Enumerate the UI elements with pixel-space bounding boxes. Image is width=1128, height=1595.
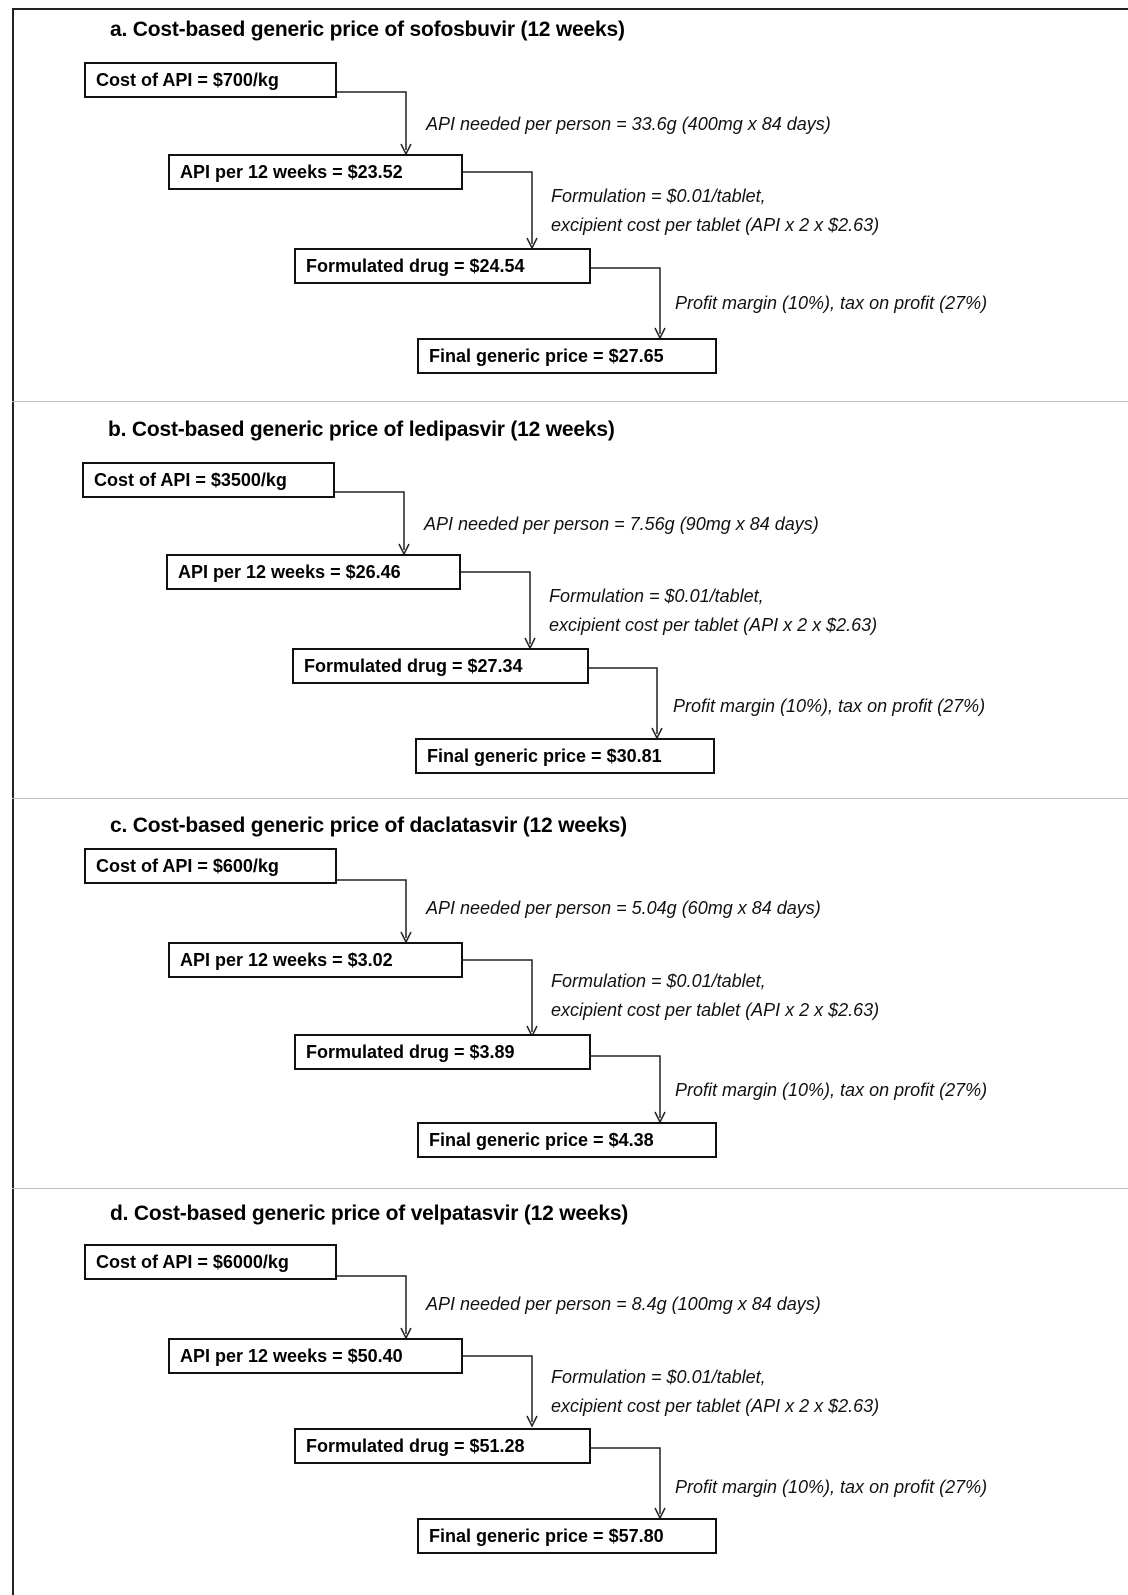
cost-of-api-box: Cost of API = $700/kg bbox=[84, 62, 337, 98]
panel-daclatasvir: c. Cost-based generic price of daclatasv… bbox=[0, 800, 1128, 1188]
arrowhead bbox=[526, 1415, 538, 1428]
connector-api-to-formulated bbox=[462, 171, 533, 244]
formulated-drug-box: Formulated drug = $3.89 bbox=[294, 1034, 591, 1070]
api-needed-note: API needed per person = 7.56g (90mg x 84… bbox=[424, 514, 819, 534]
profit-margin-note: Profit margin (10%), tax on profit (27%) bbox=[675, 1080, 988, 1100]
final-generic-price-box: Final generic price = $30.81 bbox=[415, 738, 715, 774]
arrowhead bbox=[654, 327, 666, 340]
formulation-note: Formulation = $0.01/tablet, bbox=[551, 186, 766, 206]
connector-cost-to-api bbox=[336, 879, 407, 938]
formulated-drug-box: Formulated drug = $51.28 bbox=[294, 1428, 591, 1464]
cost-of-api-box: Cost of API = $600/kg bbox=[84, 848, 337, 884]
connector-cost-to-api bbox=[334, 491, 405, 550]
connector-formulated-to-final bbox=[588, 667, 658, 734]
panel-velpatasvir: d. Cost-based generic price of velpatasv… bbox=[0, 1190, 1128, 1595]
cost-of-api-box: Cost of API = $3500/kg bbox=[82, 462, 335, 498]
arrowhead bbox=[654, 1111, 666, 1124]
connector-cost-to-api bbox=[336, 91, 407, 150]
panel-title: c. Cost-based generic price of daclatasv… bbox=[110, 814, 627, 837]
arrowhead bbox=[524, 637, 536, 650]
api-per-12-weeks-box: API per 12 weeks = $23.52 bbox=[168, 154, 463, 190]
excipient-note: excipient cost per tablet (API x 2 x $2.… bbox=[551, 1000, 880, 1020]
formulation-note: Formulation = $0.01/tablet, bbox=[549, 586, 764, 606]
panel-ledipasvir: b. Cost-based generic price of ledipasvi… bbox=[0, 406, 1128, 798]
profit-margin-note: Profit margin (10%), tax on profit (27%) bbox=[675, 1477, 988, 1497]
connector-formulated-to-final bbox=[590, 1055, 661, 1118]
api-needed-note: API needed per person = 33.6g (400mg x 8… bbox=[426, 114, 831, 134]
arrowhead bbox=[400, 143, 412, 156]
profit-margin-note: Profit margin (10%), tax on profit (27%) bbox=[673, 696, 986, 716]
connector-formulated-to-final bbox=[590, 1447, 661, 1514]
connector-formulated-to-final bbox=[590, 267, 661, 334]
api-per-12-weeks-box: API per 12 weeks = $3.02 bbox=[168, 942, 463, 978]
profit-margin-note: Profit margin (10%), tax on profit (27%) bbox=[675, 293, 988, 313]
connector-api-to-formulated bbox=[462, 1355, 533, 1422]
panel-title: b. Cost-based generic price of ledipasvi… bbox=[108, 418, 615, 441]
formulation-note: Formulation = $0.01/tablet, bbox=[551, 971, 766, 991]
excipient-note: excipient cost per tablet (API x 2 x $2.… bbox=[551, 1396, 880, 1416]
final-generic-price-box: Final generic price = $4.38 bbox=[417, 1122, 717, 1158]
formulated-drug-box: Formulated drug = $27.34 bbox=[292, 648, 589, 684]
formulated-drug-box: Formulated drug = $24.54 bbox=[294, 248, 591, 284]
formulation-note: Formulation = $0.01/tablet, bbox=[551, 1367, 766, 1387]
figure-frame bbox=[12, 8, 1128, 1595]
excipient-note: excipient cost per tablet (API x 2 x $2.… bbox=[549, 615, 878, 635]
api-per-12-weeks-box: API per 12 weeks = $26.46 bbox=[166, 554, 461, 590]
panel-divider bbox=[12, 798, 1128, 799]
panel-title: a. Cost-based generic price of sofosbuvi… bbox=[110, 18, 625, 41]
api-per-12-weeks-box: API per 12 weeks = $50.40 bbox=[168, 1338, 463, 1374]
panel-divider bbox=[12, 401, 1128, 402]
arrowhead bbox=[400, 1327, 412, 1340]
connector-api-to-formulated bbox=[462, 959, 533, 1032]
connector-cost-to-api bbox=[336, 1275, 407, 1334]
connector-api-to-formulated bbox=[460, 571, 531, 644]
arrowhead bbox=[526, 237, 538, 250]
api-needed-note: API needed per person = 8.4g (100mg x 84… bbox=[426, 1294, 821, 1314]
api-needed-note: API needed per person = 5.04g (60mg x 84… bbox=[426, 898, 821, 918]
panel-divider bbox=[12, 1188, 1128, 1189]
arrowhead bbox=[654, 1507, 666, 1520]
arrowhead bbox=[398, 543, 410, 556]
cost-of-api-box: Cost of API = $6000/kg bbox=[84, 1244, 337, 1280]
panel-sofosbuvir: a. Cost-based generic price of sofosbuvi… bbox=[0, 6, 1128, 401]
arrowhead bbox=[651, 727, 663, 740]
arrowhead bbox=[400, 931, 412, 944]
final-generic-price-box: Final generic price = $57.80 bbox=[417, 1518, 717, 1554]
excipient-note: excipient cost per tablet (API x 2 x $2.… bbox=[551, 215, 880, 235]
panel-title: d. Cost-based generic price of velpatasv… bbox=[110, 1202, 629, 1225]
final-generic-price-box: Final generic price = $27.65 bbox=[417, 338, 717, 374]
